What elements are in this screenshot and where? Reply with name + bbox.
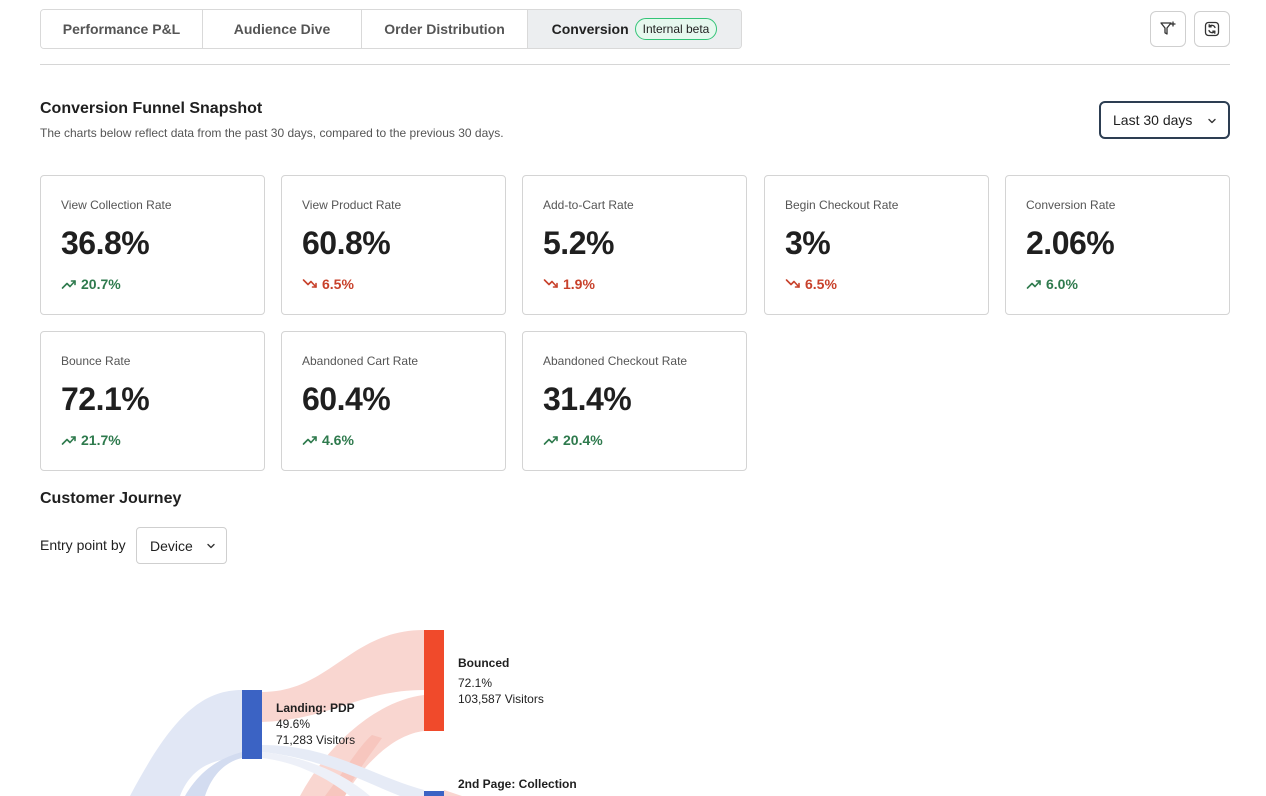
metric-label: Bounce Rate [61,354,131,368]
metric-delta: 20.4% [543,432,603,448]
metric-label: Begin Checkout Rate [785,198,899,212]
tab-conversion[interactable]: Conversion Internal beta [528,10,741,48]
metric-card-view-collection-rate: View Collection Rate 36.8% 20.7% [40,175,265,315]
node-visitors: 71,283 Visitors [276,733,356,747]
trend-up-icon [302,436,317,445]
node-percent: 49.6% [276,717,311,731]
date-range-value: Last 30 days [1113,112,1193,128]
entry-point-select[interactable]: Device [136,527,227,564]
metric-label: View Product Rate [302,198,402,212]
filter-plus-icon [1160,21,1176,35]
metric-delta: 20.7% [61,276,121,292]
metric-card-conversion-rate: Conversion Rate 2.06% 6.0% [1005,175,1230,315]
metric-delta-value: 20.4% [563,432,603,448]
sankey-label-2nd-page-collection: 2nd Page: Collection [458,776,577,792]
snapshot-title: Conversion Funnel Snapshot [40,100,263,117]
metric-card-add-to-cart-rate: Add-to-Cart Rate 5.2% 1.9% [522,175,747,315]
entry-point-label: Entry point by [40,537,126,553]
tab-bar: Performance P&L Audience Dive Order Dist… [40,9,742,49]
refresh-button[interactable] [1194,11,1230,47]
metric-delta: 6.5% [302,276,354,292]
metric-card-bounce-rate: Bounce Rate 72.1% 21.7% [40,331,265,471]
sankey-flow-bounced [300,695,424,796]
metric-delta-value: 6.5% [322,276,354,292]
sankey-flow-continue [262,752,370,796]
metric-label: Abandoned Checkout Rate [543,354,688,368]
internal-beta-badge: Internal beta [634,18,718,40]
sankey-flow-continue [444,790,462,796]
tab-audience-dive[interactable]: Audience Dive [203,10,362,48]
metric-delta: 6.0% [1026,276,1078,292]
metric-value: 60.8% [302,225,391,261]
trend-up-icon [61,280,76,289]
sankey-label-bounced: Bounced 72.1% 103,587 Visitors [458,655,544,707]
metric-label: Abandoned Cart Rate [302,354,419,368]
header-divider [40,64,1230,65]
metric-value: 31.4% [543,381,632,417]
sankey-label-landing-pdp: Landing: PDP 49.6% 71,283 Visitors [276,700,355,748]
metric-delta: 4.6% [302,432,354,448]
trend-down-icon [785,279,800,288]
metric-value: 2.06% [1026,225,1115,261]
filter-button[interactable] [1150,11,1186,47]
metric-label: Add-to-Cart Rate [543,198,634,212]
metric-delta-value: 1.9% [563,276,595,292]
node-percent: 72.1% [458,676,493,690]
chevron-down-icon [1208,118,1216,124]
node-visitors: 103,587 Visitors [458,692,544,706]
entry-point-value: Device [150,537,193,554]
metric-card-abandoned-checkout-rate: Abandoned Checkout Rate 31.4% 20.4% [522,331,747,471]
metric-value: 72.1% [61,381,150,417]
chevron-down-icon [207,543,215,549]
metric-label: View Collection Rate [61,198,172,212]
sankey-flow-inbound [185,752,242,796]
sankey-flow-continue [262,745,424,796]
node-title: Landing: PDP [276,701,355,715]
metric-delta-value: 21.7% [81,432,121,448]
node-title: Bounced [458,656,510,670]
metric-card-abandoned-cart-rate: Abandoned Cart Rate 60.4% 4.6% [281,331,506,471]
metric-delta: 1.9% [543,276,595,292]
trend-down-icon [302,279,317,288]
metric-value: 36.8% [61,225,150,261]
metric-value: 60.4% [302,381,391,417]
sankey-flow-bounced [262,630,424,722]
sankey-flow-inbound [130,690,242,796]
tab-order-distribution[interactable]: Order Distribution [362,10,528,48]
metric-card-view-product-rate: View Product Rate 60.8% 6.5% [281,175,506,315]
tab-label: Order Distribution [384,21,505,37]
sankey-node-2nd-page-collection [424,791,444,796]
tab-label: Performance P&L [62,21,181,37]
tab-label: Audience Dive [233,21,331,37]
metric-delta: 21.7% [61,432,121,448]
refresh-icon [1204,21,1220,37]
tab-performance-pl[interactable]: Performance P&L [41,10,203,48]
trend-up-icon [1026,280,1041,289]
sankey-node-bounced [424,630,444,731]
snapshot-subtitle: The charts below reflect data from the p… [40,126,504,140]
metric-delta: 6.5% [785,276,837,292]
node-title: 2nd Page: Collection [458,777,577,791]
metric-delta-value: 20.7% [81,276,121,292]
metric-delta-value: 6.5% [805,276,837,292]
date-range-select[interactable]: Last 30 days [1099,101,1230,139]
metric-delta-value: 6.0% [1046,276,1078,292]
metric-delta-value: 4.6% [322,432,354,448]
trend-down-icon [543,279,558,288]
trend-up-icon [61,436,76,445]
metric-value: 3% [785,225,831,261]
sankey-node-landing-pdp [242,690,262,759]
metric-value: 5.2% [543,225,614,261]
trend-up-icon [543,436,558,445]
metric-card-begin-checkout-rate: Begin Checkout Rate 3% 6.5% [764,175,989,315]
tab-label: Conversion [551,21,629,37]
metric-label: Conversion Rate [1026,198,1116,212]
journey-title: Customer Journey [40,490,182,507]
